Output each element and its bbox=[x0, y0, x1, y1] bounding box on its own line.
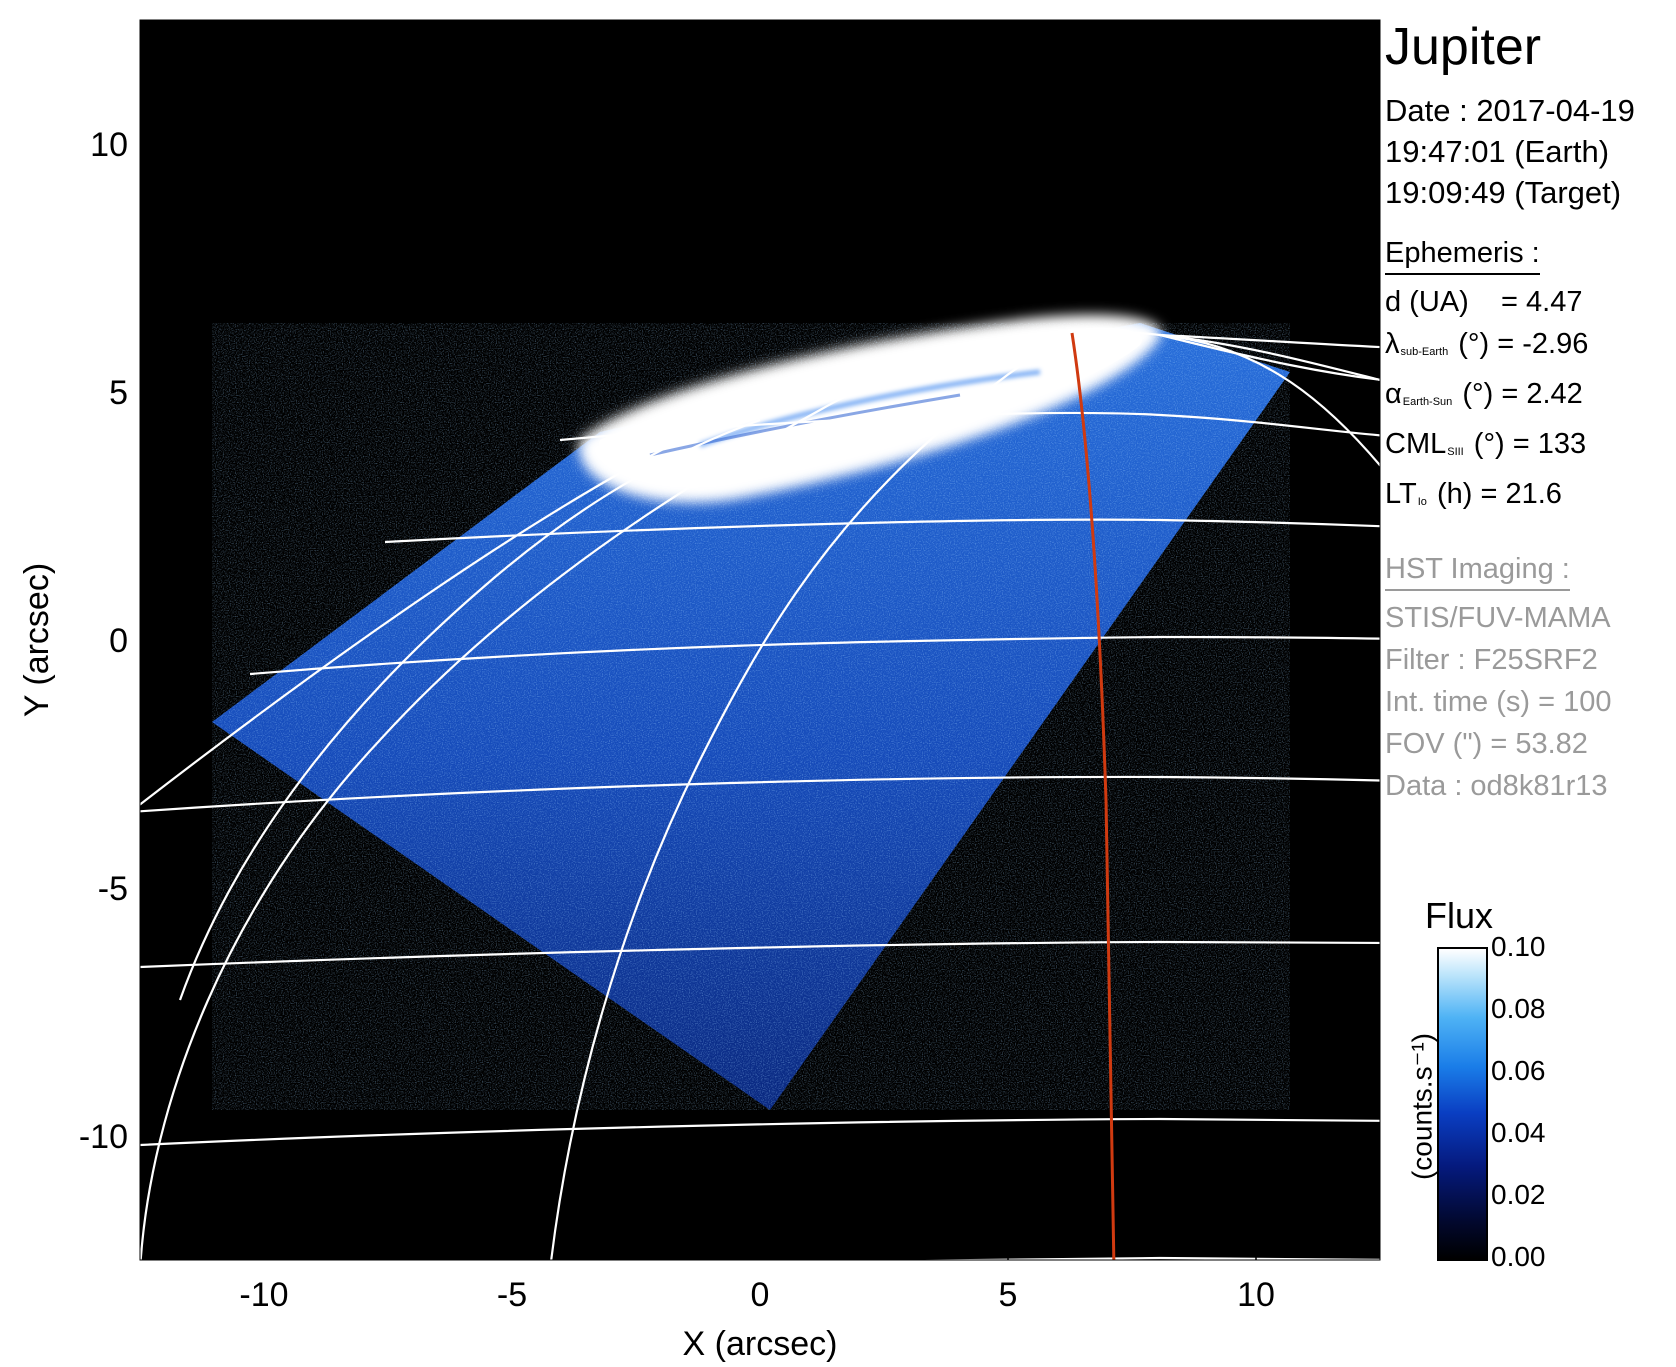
ephemeris-value: (°) = 133 bbox=[1465, 428, 1587, 460]
colorbar-tick-label: 0.10 bbox=[1491, 931, 1546, 962]
x-tick-label: -10 bbox=[239, 1276, 288, 1314]
hst-imaging-row: Data : od8k81r13 bbox=[1385, 770, 1608, 802]
y-axis-title: Y (arcsec) bbox=[18, 563, 56, 717]
x-axis-ticks: -10 -5 0 5 10 bbox=[239, 1250, 1275, 1314]
hst-imaging-row: STIS/FUV-MAMA bbox=[1385, 602, 1611, 634]
ephemeris-row: λsub-Earth (°) = -2.96 bbox=[1385, 323, 1670, 373]
ephemeris-subscript: Io bbox=[1417, 496, 1427, 508]
observation-date: Date : 2017-04-19 bbox=[1385, 93, 1635, 128]
hst-heading: HST Imaging : bbox=[1385, 551, 1570, 591]
colorbar-tick-label: 0.00 bbox=[1491, 1241, 1546, 1272]
colorbar: Flux (counts.s⁻¹) 0.10 0.08 0.06 0.04 0.02 0.… bbox=[1395, 895, 1655, 1275]
ephemeris-value: (h) = 21.6 bbox=[1428, 478, 1562, 510]
colorbar-tick-label: 0.06 bbox=[1491, 1055, 1546, 1086]
hst-imaging-row: Filter : F25SRF2 bbox=[1385, 644, 1598, 676]
info-panel: Jupiter Date : 2017-04-19 19:47:01 (Eart… bbox=[1385, 14, 1670, 807]
highlighted-meridian bbox=[1070, 332, 1116, 1260]
y-tick-label: 5 bbox=[109, 374, 128, 412]
ephemeris-row: αEarth-Sun (°) = 2.42 bbox=[1385, 373, 1670, 423]
time-target: 19:09:49 (Target) bbox=[1385, 175, 1622, 210]
x-tick-label: -5 bbox=[497, 1276, 527, 1314]
colorbar-title: Flux bbox=[1425, 895, 1494, 936]
ephemeris-subscript: Earth-Sun bbox=[1402, 396, 1453, 408]
y-axis-ticks: 10 5 0 -5 -10 bbox=[79, 126, 150, 1156]
time-earth: 19:47:01 (Earth) bbox=[1385, 134, 1610, 169]
y-tick-label: -5 bbox=[98, 870, 128, 908]
hst-imaging-list: STIS/FUV-MAMA Filter : F25SRF2 Int. time (… bbox=[1385, 597, 1670, 807]
colorbar-gradient bbox=[1437, 947, 1488, 1261]
ephemeris-value: (°) = -2.96 bbox=[1450, 328, 1589, 360]
ephemeris-row: LTIo (h) = 21.6 bbox=[1385, 473, 1670, 523]
ephemeris-heading: Ephemeris : bbox=[1385, 235, 1540, 275]
planet-title: Jupiter bbox=[1385, 18, 1542, 76]
ephemeris-row: d (UA) = 4.47 bbox=[1385, 281, 1670, 323]
x-tick-label: 5 bbox=[999, 1276, 1018, 1314]
ephemeris-subscript: SIII bbox=[1447, 446, 1464, 458]
ephemeris-symbol: λ bbox=[1385, 328, 1400, 360]
ephemeris-value: (°) = 2.42 bbox=[1454, 378, 1583, 410]
hst-imaging-row: FOV (") = 53.82 bbox=[1385, 728, 1588, 760]
ephemeris-symbol: LT bbox=[1385, 478, 1417, 510]
x-tick-label: 0 bbox=[751, 1276, 770, 1314]
colorbar-tick-label: 0.02 bbox=[1491, 1179, 1546, 1210]
x-axis-title: X (arcsec) bbox=[683, 1325, 838, 1363]
ephemeris-symbol: CML bbox=[1385, 428, 1447, 460]
ephemeris-symbol: d (UA) bbox=[1385, 286, 1469, 318]
colorbar-unit: (counts.s⁻¹) bbox=[1406, 1032, 1438, 1181]
y-tick-label: -10 bbox=[79, 1118, 128, 1156]
ephemeris-list: d (UA) = 4.47 λsub-Earth (°) = -2.96 αEart… bbox=[1385, 281, 1670, 523]
colorbar-tick-label: 0.04 bbox=[1491, 1117, 1546, 1148]
ephemeris-subscript: sub-Earth bbox=[1400, 346, 1449, 358]
ephemeris-value: = 4.47 bbox=[1468, 286, 1583, 318]
x-tick-label: 10 bbox=[1237, 1276, 1275, 1314]
colorbar-tick-label: 0.08 bbox=[1491, 993, 1546, 1024]
hst-imaging-row: Int. time (s) = 100 bbox=[1385, 686, 1612, 718]
ephemeris-row: CMLSIII (°) = 133 bbox=[1385, 423, 1670, 473]
lat-lon-grid bbox=[140, 331, 1380, 1260]
y-tick-label: 10 bbox=[90, 126, 128, 164]
y-tick-label: 0 bbox=[109, 622, 128, 660]
ephemeris-symbol: α bbox=[1385, 378, 1402, 410]
